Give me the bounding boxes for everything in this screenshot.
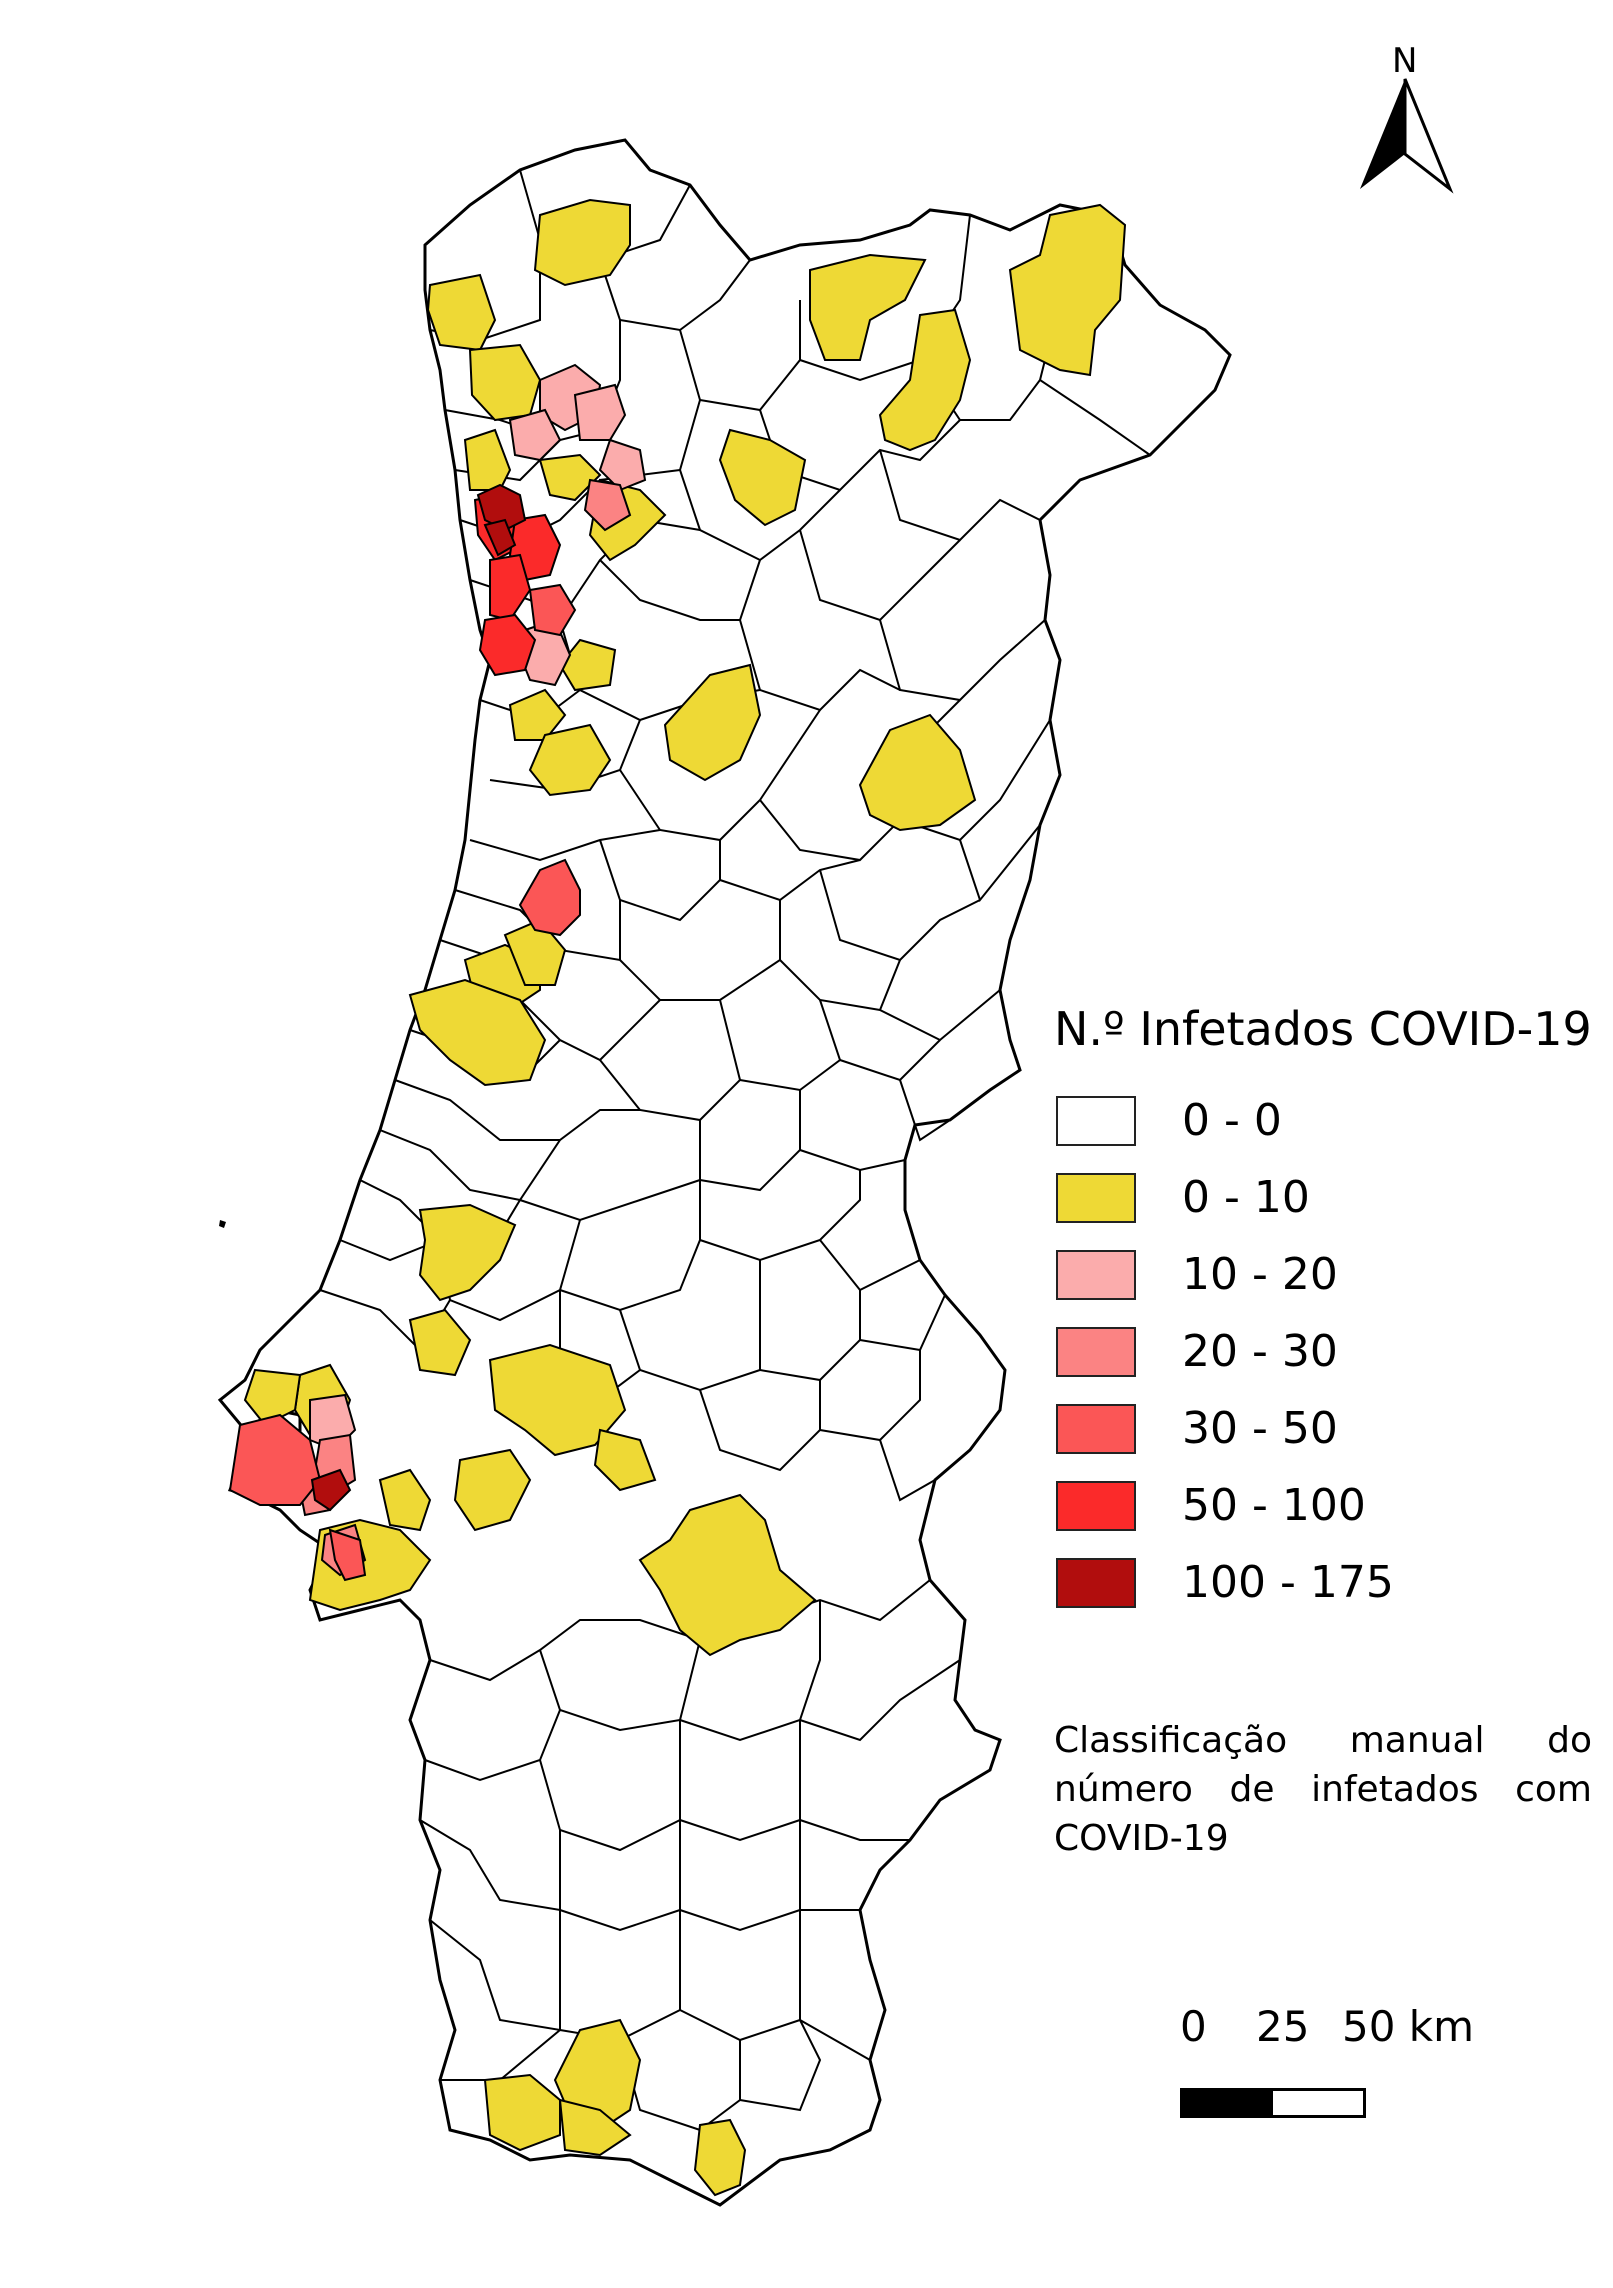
legend-item: 10 - 20 (1054, 1236, 1594, 1313)
region (488, 1343, 627, 1457)
legend-item: 30 - 50 (1054, 1390, 1594, 1467)
legend-title: N.º Infetados COVID-19 (1054, 1002, 1592, 1056)
map-caption: Classificação manual do número de infeta… (1054, 1720, 1592, 1859)
north-arrow-icon (1360, 78, 1454, 194)
legend-label: 10 - 20 (1182, 1249, 1338, 1300)
scale-bar: 0 25 50 km (1180, 2002, 1474, 2118)
scale-label: 0 (1180, 2002, 1207, 2051)
region (489, 553, 532, 622)
legend-label: 0 - 0 (1182, 1095, 1282, 1146)
region (508, 408, 562, 462)
legend-item: 0 - 0 (1054, 1082, 1594, 1159)
legend-item: 20 - 30 (1054, 1313, 1594, 1390)
region (553, 2018, 642, 2132)
region (528, 723, 612, 797)
region (693, 2118, 747, 2197)
region (809, 253, 927, 361)
region (538, 453, 602, 502)
legend-label: 100 - 175 (1182, 1557, 1394, 1608)
region (1008, 203, 1127, 377)
region (228, 1413, 322, 1506)
region (310, 1468, 352, 1512)
scale-label: 50 km (1342, 2002, 1475, 2051)
region (453, 1448, 532, 1532)
region (378, 1468, 432, 1532)
region (408, 1308, 472, 1377)
region (638, 1493, 817, 1657)
region (583, 478, 632, 532)
scale-labels: 0 25 50 km (1180, 2002, 1474, 2062)
scale-bar-graphic (1180, 2088, 1366, 2118)
legend: N.º Infetados COVID-19 0 - 0 0 - 10 10 -… (1054, 1002, 1594, 1621)
region (598, 438, 647, 492)
legend-swatch (1056, 1403, 1136, 1454)
country-outline (217, 138, 1232, 2207)
legend-label: 0 - 10 (1182, 1172, 1310, 1223)
region (528, 583, 577, 637)
region (483, 518, 517, 557)
class-100-175-regions (310, 483, 527, 1512)
region (663, 663, 762, 782)
region (593, 1428, 657, 1492)
municipality-boundaries (319, 169, 1151, 2132)
legend-label: 20 - 30 (1182, 1326, 1338, 1377)
north-arrow-label: N (1392, 41, 1418, 81)
region (463, 428, 512, 491)
region (508, 688, 567, 741)
legend-label: 50 - 100 (1182, 1480, 1366, 1531)
region (533, 198, 631, 287)
region (478, 613, 537, 677)
legend-swatch (1056, 1480, 1136, 1531)
class-30-50-regions (228, 583, 581, 1582)
region (476, 483, 527, 532)
legend-swatch (1056, 1557, 1136, 1608)
region (558, 2098, 632, 2157)
legend-swatch (1056, 1095, 1136, 1146)
legend-label: 30 - 50 (1182, 1403, 1338, 1454)
region (573, 383, 627, 441)
legend-swatch (1056, 1249, 1136, 1300)
region (328, 1528, 367, 1582)
scale-segment-black (1183, 2091, 1273, 2115)
region (518, 858, 581, 937)
region (718, 428, 807, 527)
region (418, 1203, 517, 1302)
region (858, 713, 977, 832)
legend-item: 0 - 10 (1054, 1159, 1594, 1236)
legend-swatch (1056, 1326, 1136, 1377)
legend-item: 100 - 175 (1054, 1544, 1594, 1621)
scale-label: 25 (1256, 2002, 1310, 2051)
region (878, 308, 972, 452)
scale-segment-white (1273, 2091, 1363, 2115)
islet (219, 1220, 226, 1228)
region (483, 2073, 561, 2152)
legend-swatch (1056, 1172, 1136, 1223)
region (408, 978, 547, 1087)
legend-item: 50 - 100 (1054, 1467, 1594, 1544)
